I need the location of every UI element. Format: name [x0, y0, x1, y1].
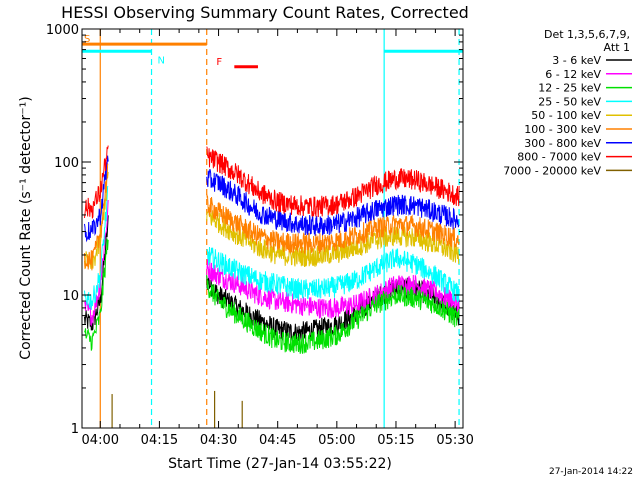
series-line-25-50-kev-1	[206, 246, 460, 303]
series-line-6-12-kev-1	[206, 259, 460, 319]
series-line-300-800-kev-0	[84, 155, 109, 243]
legend-header-1: Att 1	[604, 41, 630, 54]
legend-label-50-100-kev: 50 - 100 keV	[531, 109, 601, 122]
legend-label-7000-20000-kev: 7000 - 20000 keV	[503, 164, 601, 177]
series-layer	[84, 145, 460, 428]
y-tick-label-2: 100	[54, 156, 79, 171]
flag-label-s: S	[84, 34, 90, 45]
plot-frame	[81, 28, 464, 429]
x-tick-label-6: 05:30	[436, 433, 473, 448]
series-line-800-7000-kev-0	[84, 145, 109, 219]
flag-label-f: F	[216, 57, 222, 68]
legend-label-6-12-kev: 6 - 12 keV	[545, 68, 601, 81]
y-tick-label-3: 1000	[46, 23, 79, 38]
x-tick-label-4: 05:00	[318, 433, 355, 448]
timestamp-stamp: 27-Jan-2014 14:22	[549, 467, 633, 477]
series-line-6-12-kev-0	[84, 199, 109, 327]
y-axis-label: Corrected Count Rate (s⁻¹ detector⁻¹)	[18, 96, 34, 359]
series-line-800-7000-kev-1	[206, 146, 460, 218]
flag-bars: S N F	[82, 34, 463, 69]
y-tick-label-0: 1	[71, 422, 79, 437]
x-tick-label-5: 05:15	[377, 433, 414, 448]
y-tick-label-1: 10	[62, 289, 79, 304]
x-tick-label-2: 04:30	[200, 433, 237, 448]
series-line-300-800-kev-1	[206, 168, 460, 236]
x-tick-label-0: 04:00	[82, 433, 119, 448]
series-line-12-25-kev-0	[84, 238, 109, 351]
legend-label-300-800-kev: 300 - 800 keV	[524, 137, 601, 150]
series-line-25-50-kev-0	[84, 185, 109, 310]
legend-header-0: Det 1,3,5,6,7,9,	[544, 28, 630, 41]
series-line-3-6-kev-0	[84, 215, 109, 331]
chart-title: HESSI Observing Summary Count Rates, Cor…	[61, 3, 469, 22]
series-line-12-25-kev-1	[206, 274, 460, 354]
series-line-100-300-kev-1	[206, 193, 460, 255]
x-tick-label-3: 04:45	[259, 433, 296, 448]
legend-label-12-25-kev: 12 - 25 keV	[538, 82, 601, 95]
x-axis-label: Start Time (27-Jan-14 03:55:22)	[168, 456, 392, 472]
flag-label-n: N	[158, 55, 165, 66]
legend-label-25-50-kev: 25 - 50 keV	[538, 95, 601, 108]
legend-label-100-300-kev: 100 - 300 keV	[524, 123, 601, 136]
x-tick-label-1: 04:15	[141, 433, 178, 448]
series-line-100-300-kev-0	[84, 163, 109, 271]
axis-ticks: 04:00 04:15 04:30 04:45 05:00 05:15 05:30 1 10 10…	[46, 23, 474, 448]
legend-label-800-7000-kev: 800 - 7000 keV	[517, 151, 601, 164]
legend-label-3-6-kev: 3 - 6 keV	[552, 54, 601, 67]
